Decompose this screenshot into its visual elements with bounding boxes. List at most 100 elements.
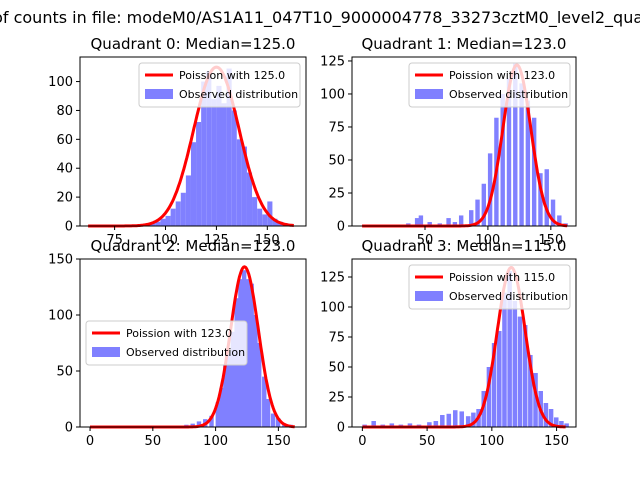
histogram-bar [459,411,464,427]
y-tick-label: 75 [328,120,345,135]
histogram-bar [440,415,445,427]
histogram-bar [226,354,232,427]
legend: Poission with 123.0 Observed distribution [408,62,571,108]
histogram-bar [446,218,451,226]
histogram-bar [262,214,268,226]
histogram-bar [502,292,507,427]
legend: Poission with 123.0 Observed distribution [85,320,248,366]
histogram-bar [270,413,276,427]
histogram-bar [219,387,224,427]
histogram-bar [481,183,487,226]
y-tick-label: 0 [65,421,73,436]
histogram-bar [170,208,176,226]
subplot-title: Quadrant 2: Median=123.0 [91,237,296,255]
histogram-bar [257,208,263,226]
y-tick-label: 50 [328,361,345,376]
y-tick-label: 125 [320,54,345,69]
histogram-bar [506,78,512,226]
legend-observed-label: Observed distribution [179,88,298,101]
histogram-bar [538,173,543,226]
plot-frame [79,56,307,227]
x-tick-label: 100 [203,434,228,449]
x-tick-label: 150 [538,233,563,248]
histogram-bar [548,409,554,427]
y-tick-label: 100 [320,301,345,316]
histogram-bar [517,316,523,427]
histogram-bar [491,343,497,427]
y-tick-label: 20 [56,191,73,206]
histogram-bar [206,71,212,226]
histogram-bar [211,98,217,226]
histogram-bar [559,421,564,427]
histogram-bar [522,325,528,427]
panel-quadrant-3: 0 50 100 150 0 25 50 75 100 125 Quadrant 3: Median… [320,237,577,449]
histogram-bar [223,365,228,427]
x-tick-label: 100 [479,434,504,449]
legend-box [408,264,571,310]
x-tick-label: 125 [204,233,229,248]
histogram-bar [185,175,191,226]
histogram-bar [557,215,562,226]
histogram-bar [190,423,195,427]
histogram-bar [487,153,493,226]
histogram-bar [433,421,439,427]
x-tick-label: 50 [417,233,434,248]
histogram-bar [452,410,458,427]
y-tick-label: 25 [328,186,345,201]
y-tick-label: 100 [320,87,345,102]
legend-observed-label: Observed distribution [449,88,568,101]
panel-quadrant-0: 75 100 125 150 0 20 40 60 80 100 Quadrant 0: Media… [48,35,307,248]
y-tick-label: 100 [48,75,73,90]
histogram-bar [252,197,258,226]
x-tick-label: 100 [153,233,178,248]
panel-quadrant-1: 50 100 150 0 25 50 75 100 125 Quadrant 1: Median=… [320,35,577,248]
histogram-bar [389,423,395,427]
histogram-bar [196,122,202,226]
histogram-bar [230,331,236,427]
histogram-bar [221,103,227,226]
figure-suptitle: Histogram of counts in file: modeM0/AS1A… [0,8,640,28]
histogram-bar [553,417,559,427]
y-tick-label: 100 [48,309,73,324]
y-tick-label: 50 [56,365,73,380]
histogram-bar [201,81,207,226]
subplot-title: Quadrant 1: Median=123.0 [362,35,567,53]
x-tick-label: 100 [475,233,500,248]
y-tick-label: 60 [56,133,73,148]
histogram-bar [190,142,197,226]
legend-observed-label: Observed distribution [126,346,245,359]
histogram-bar [272,218,278,226]
legend-box [408,62,571,108]
y-tick-label: 50 [328,153,345,168]
x-tick-label: 0 [358,434,366,449]
histogram-bar [160,218,166,226]
legend-fit-label: Poission with 123.0 [449,69,555,82]
histogram-bar [241,146,247,226]
histogram-bar [531,117,537,226]
histogram-bar [427,422,432,427]
histogram-bar [519,83,524,226]
legend: Poission with 125.0 Observed distribution [138,62,301,108]
legend-observed-swatch [92,347,120,357]
histogram-bar [475,199,480,226]
histogram-bar [418,215,424,226]
x-tick-label: 150 [255,233,280,248]
histogram-bar [458,215,464,226]
histogram-bar [543,403,549,427]
y-tick-label: 0 [337,220,345,235]
x-tick-label: 150 [266,434,291,449]
histogram-bar [471,412,476,427]
y-tick-label: 125 [320,271,345,286]
histogram-bar [564,423,569,427]
histogram-bar [525,100,531,226]
histogram-bar [512,301,518,427]
histogram-bar [236,139,242,226]
subplot-title: Quadrant 3: Median=115.0 [362,237,567,255]
histogram-bar [245,279,251,427]
legend-fit-label: Poission with 123.0 [126,327,232,340]
histogram-bar [215,402,220,427]
histogram-bar [465,416,471,427]
histogram-bar [246,172,253,226]
legend-observed-swatch [415,89,443,99]
